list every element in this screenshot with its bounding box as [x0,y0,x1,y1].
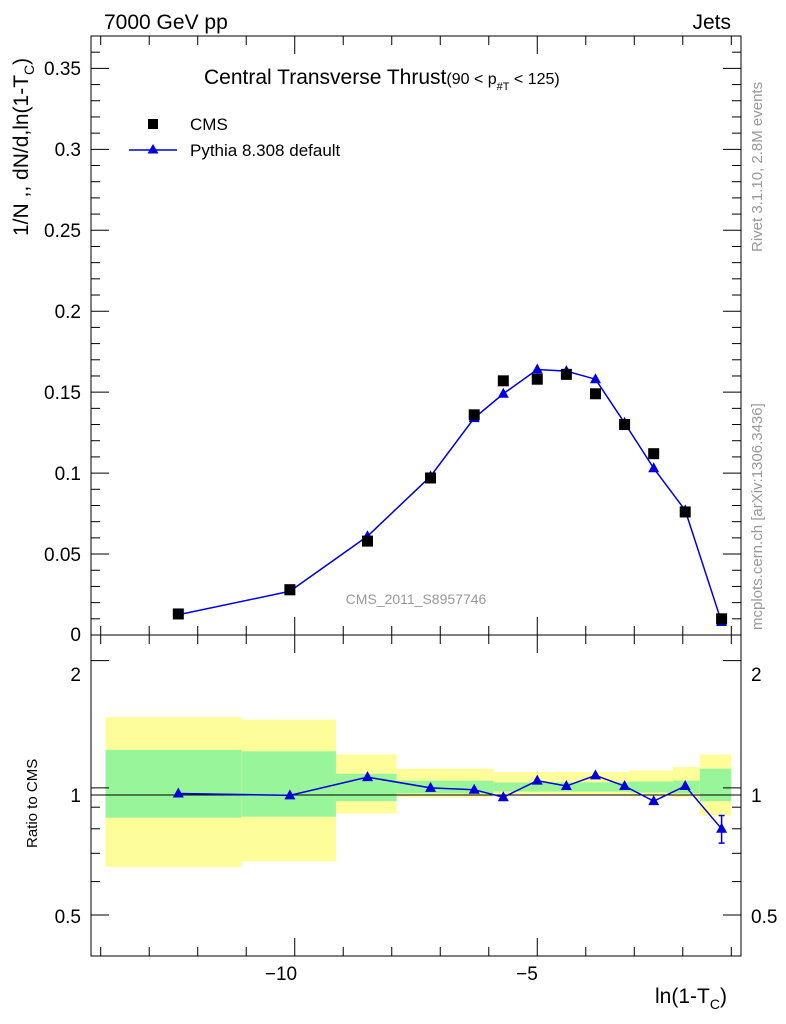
cms-point [619,419,631,431]
pythia-point [531,363,543,374]
ratio-point [560,780,572,791]
inner-band [493,782,630,792]
y-axis-label-top-sub: C [21,65,37,75]
analysis-watermark: CMS_2011_S8957746 [346,591,487,607]
cms-point [648,448,660,460]
ratio-point [425,781,437,792]
legend-pythia-label: Pythia 8.308 default [190,141,341,160]
plot-title-cut-end: < 125) [509,71,559,88]
cms-point [679,506,691,518]
legend-pythia-marker [147,144,159,154]
y-tick-label: 0.1 [55,464,81,485]
cms-point [361,535,373,547]
cms-point [497,375,509,387]
inner-band [396,780,494,794]
inner-band [629,781,674,793]
cms-point [560,368,572,380]
y-axis-label-top: 1/N ,, dN/d,ln(1-TC) [10,58,37,236]
pythia-point [589,373,601,384]
collision-label: 7000 GeV pp [104,11,228,34]
cms-point [284,584,296,596]
ratio-tick-label: 1 [70,786,81,807]
pythia-series [172,363,728,627]
pythia-point [648,462,660,473]
ratio-uncertainty-bands [105,717,732,867]
plot-title-cut: (90 < p [446,71,496,88]
ratio-point [468,783,480,794]
ratio-tick-label-right: 0.5 [751,907,777,928]
legend-cms-label: CMS [190,115,228,134]
cms-point [589,388,601,400]
y-axis-label-top-end: ) [10,58,33,65]
y-tick-label: 0.05 [44,545,81,566]
x-axis-label-sub: C [710,996,720,1012]
ratio-point [679,780,691,791]
ratio-point [497,791,509,802]
cms-point [425,472,437,484]
y-tick-label: 0.25 [44,221,81,242]
main-plot-frame [90,35,742,636]
cms-point [716,613,728,625]
cms-point [468,409,480,421]
ratio-series [172,769,728,844]
ratio-point [361,771,373,782]
ratio-point [589,769,601,780]
ratio-point [172,787,184,798]
ratio-point [716,822,728,833]
legend-cms-marker [148,119,158,129]
pythia-point [497,387,509,398]
inner-band [241,751,336,817]
inner-band [105,749,242,818]
y-tick-label: 0 [70,625,81,646]
cms-point [531,373,543,385]
ratio-tick-label-right: 1 [751,786,762,807]
cms-point [172,608,184,620]
x-axis-label-main: ln(1-T [655,985,710,1008]
x-axis-label-end: ) [720,985,727,1008]
ratio-point [619,780,631,791]
rivet-label: Rivet 3.1.10, 2.8M events [749,82,766,252]
x-tick-label: −5 [516,964,538,985]
y-tick-label: 0.15 [44,383,81,404]
ratio-tick-label-right: 2 [751,665,762,686]
ratio-point [284,789,296,800]
y-axis-label-top-main: 1/N ,, dN/d,ln(1-T [10,75,33,236]
y-axis-label-ratio: Ratio to CMS [24,759,41,848]
x-axis-label: ln(1-TC) [655,985,727,1012]
axis-ticks [91,35,741,956]
cms-series [172,368,728,625]
ratio-point [531,774,543,785]
ratio-tick-label: 0.5 [55,907,81,928]
ratio-point [648,795,660,806]
y-tick-label: 0.35 [44,59,81,80]
x-tick-label: −10 [265,964,297,985]
source-label: mcplots.cern.ch [arXiv:1306.3436] [749,403,766,630]
y-tick-label: 0.3 [55,140,81,161]
plot-title-cut-sub: #T [497,81,510,93]
pythia-line [178,368,723,623]
category-label: Jets [692,11,731,34]
plot-title-main: Central Transverse Thrust [204,66,447,89]
y-tick-label: 0.2 [55,302,81,323]
plot-title: Central Transverse Thrust(90 < p#T < 125… [204,66,560,93]
ratio-tick-label: 2 [70,665,81,686]
inner-band [699,768,732,802]
